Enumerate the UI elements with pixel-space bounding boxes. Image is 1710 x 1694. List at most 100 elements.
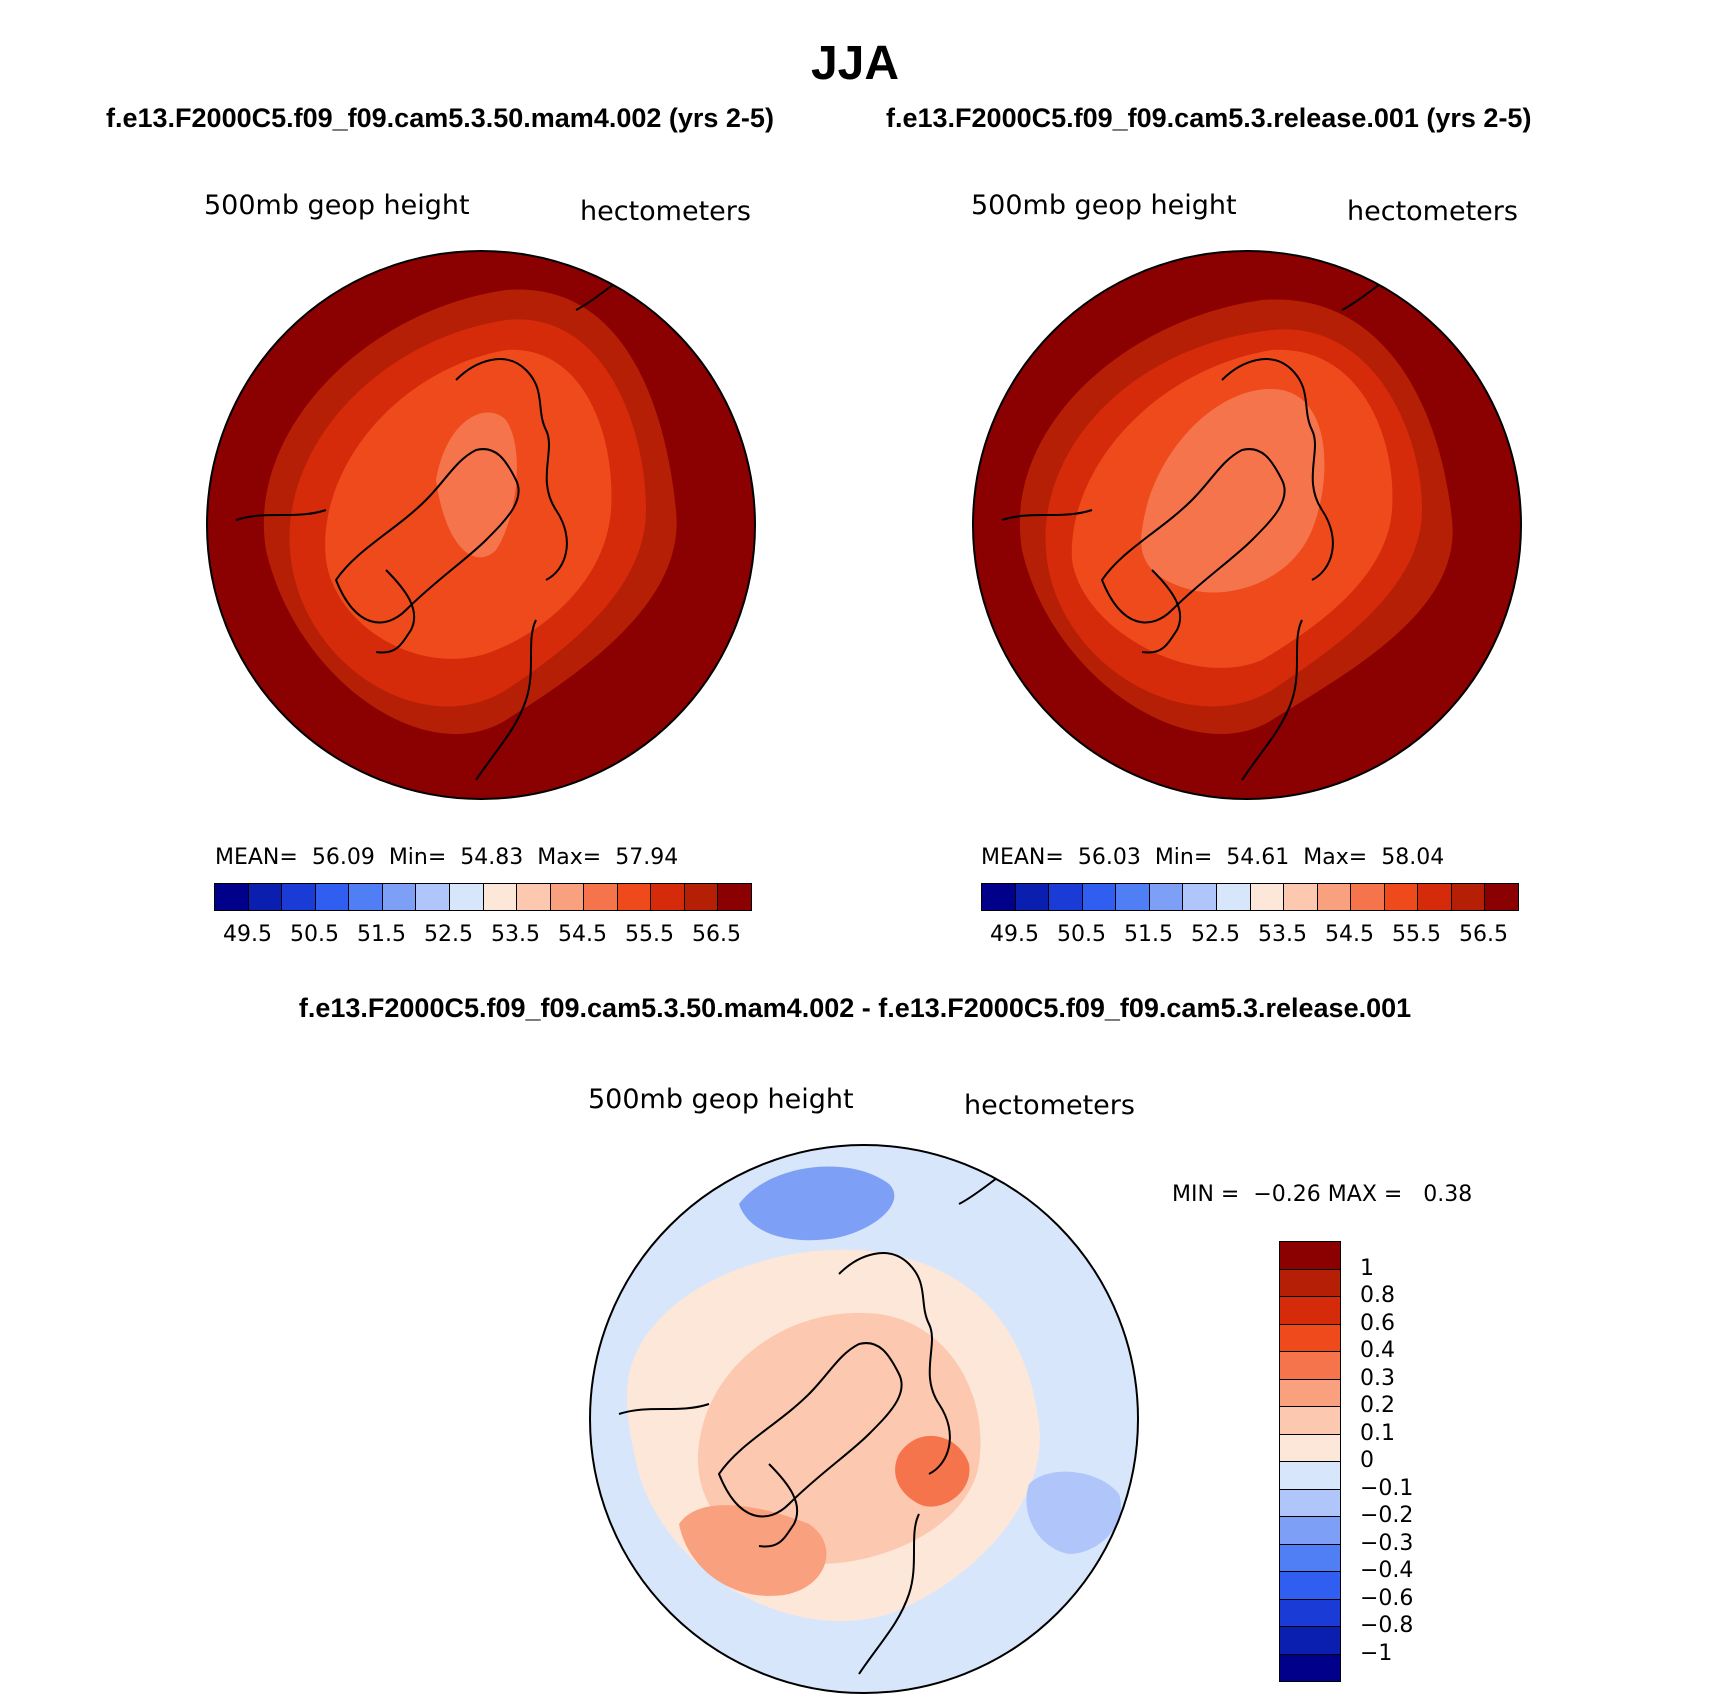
colorbar-swatch bbox=[1280, 1599, 1340, 1627]
panel-2-max-label: Max= bbox=[1303, 845, 1368, 870]
colorbar-swatch bbox=[1418, 884, 1452, 910]
colorbar-tick-label: −0.3 bbox=[1360, 1530, 1414, 1556]
colorbar-swatch bbox=[1280, 1462, 1340, 1490]
colorbar-tick-label: 0.1 bbox=[1360, 1420, 1395, 1446]
colorbar-tick-label: 0.2 bbox=[1360, 1393, 1395, 1418]
difference-max-value: 0.38 bbox=[1423, 1182, 1473, 1207]
colorbar-tick-label: −0.1 bbox=[1360, 1475, 1414, 1501]
difference-max-label: MAX = bbox=[1327, 1182, 1403, 1207]
contour-band-negative-north bbox=[739, 1166, 895, 1241]
coastlines bbox=[618, 1163, 1020, 1675]
colorbar-tick-label: 51.5 bbox=[357, 922, 406, 947]
colorbar-swatch bbox=[483, 884, 518, 910]
season-title: JJA bbox=[810, 37, 900, 90]
colorbar-tick-label: 49.5 bbox=[990, 922, 1039, 947]
panel-2-min-value: 54.61 bbox=[1226, 845, 1290, 870]
colorbar-tick-label: 55.5 bbox=[1392, 922, 1441, 947]
colorbar-swatch bbox=[982, 884, 1016, 910]
colorbar-swatch bbox=[1280, 1269, 1340, 1297]
difference-colorbar bbox=[1279, 1241, 1341, 1682]
colorbar-swatch bbox=[1183, 884, 1217, 910]
colorbar-tick-label: 1 bbox=[1360, 1255, 1374, 1281]
colorbar-swatch bbox=[416, 884, 450, 910]
colorbar-tick-label: 0.4 bbox=[1360, 1338, 1395, 1363]
colorbar-swatch bbox=[1280, 1572, 1340, 1600]
colorbar-tick-label: −1 bbox=[1360, 1640, 1393, 1666]
colorbar-swatch bbox=[1280, 1434, 1340, 1462]
colorbar-tick-label: 50.5 bbox=[290, 922, 339, 947]
panel-1-mean-label: MEAN= bbox=[215, 845, 298, 870]
colorbar-tick-label: 56.5 bbox=[692, 922, 741, 947]
colorbar-swatch bbox=[1015, 884, 1050, 910]
contour-band-core bbox=[436, 412, 517, 558]
colorbar-tick-label: 0 bbox=[1360, 1448, 1374, 1473]
panel-2-mean-value: 56.03 bbox=[1077, 845, 1141, 870]
colorbar-swatch bbox=[1280, 1517, 1340, 1545]
colorbar-tick-label: 56.5 bbox=[1459, 922, 1508, 947]
colorbar-swatch bbox=[282, 884, 316, 910]
colorbar-tick-label: 50.5 bbox=[1057, 922, 1106, 947]
colorbar-tick-label: −0.4 bbox=[1360, 1558, 1414, 1583]
panel-1-max-label: Max= bbox=[537, 845, 602, 870]
colorbar-swatch bbox=[617, 884, 652, 910]
colorbar-swatch bbox=[1280, 1407, 1340, 1435]
panel-2-units-label: hectometers bbox=[1347, 196, 1518, 227]
panel-2-run-title: f.e13.F2000C5.f09_f09.cam5.3.release.001… bbox=[886, 103, 1532, 133]
colorbar-swatch bbox=[1280, 1324, 1340, 1352]
colorbar-tick-label: 0.6 bbox=[1360, 1310, 1395, 1336]
colorbar-swatch bbox=[1280, 1489, 1340, 1517]
contour-band-positive-large bbox=[679, 1505, 827, 1596]
panel-2-colorbar bbox=[981, 883, 1519, 911]
colorbar-swatch bbox=[1216, 884, 1251, 910]
coastlines bbox=[1001, 269, 1403, 781]
colorbar-swatch bbox=[1280, 1544, 1340, 1572]
panel-1-max-value: 57.94 bbox=[615, 845, 679, 870]
colorbar-swatch bbox=[449, 884, 484, 910]
panel-2-variable-label: 500mb geop height bbox=[971, 190, 1237, 221]
colorbar-swatch bbox=[550, 884, 585, 910]
colorbar-swatch bbox=[1280, 1654, 1340, 1681]
colorbar-swatch bbox=[1351, 884, 1385, 910]
panel-1-colorbar bbox=[214, 883, 752, 911]
panel-1-units-label: hectometers bbox=[580, 196, 751, 227]
panel-2-mean-label: MEAN= bbox=[981, 845, 1064, 870]
colorbar-tick-label: 49.5 bbox=[223, 922, 272, 947]
colorbar-swatch bbox=[651, 884, 685, 910]
colorbar-swatch bbox=[248, 884, 283, 910]
difference-units-label: hectometers bbox=[964, 1090, 1135, 1121]
colorbar-tick-label: −0.8 bbox=[1360, 1613, 1414, 1638]
colorbar-tick-label: 54.5 bbox=[558, 922, 607, 947]
panel-2-stats: MEAN= 56.03 Min= 54.61 Max= 58.04 bbox=[981, 845, 1444, 870]
colorbar-swatch bbox=[1280, 1627, 1340, 1655]
colorbar-tick-label: 0.3 bbox=[1360, 1365, 1395, 1391]
colorbar-swatch bbox=[1250, 884, 1285, 910]
colorbar-swatch bbox=[1280, 1297, 1340, 1325]
colorbar-swatch bbox=[1082, 884, 1117, 910]
panel-2-max-value: 58.04 bbox=[1381, 845, 1445, 870]
colorbar-swatch bbox=[1284, 884, 1318, 910]
difference-variable-label: 500mb geop height bbox=[588, 1084, 854, 1115]
panel-2-min-label: Min= bbox=[1154, 845, 1213, 870]
colorbar-swatch bbox=[382, 884, 417, 910]
colorbar-tick-label: −0.2 bbox=[1360, 1503, 1414, 1528]
colorbar-tick-label: 52.5 bbox=[424, 922, 473, 947]
colorbar-swatch bbox=[1116, 884, 1150, 910]
contour-band-positive-medium bbox=[697, 1312, 981, 1564]
colorbar-tick-label: 54.5 bbox=[1325, 922, 1374, 947]
colorbar-swatch bbox=[584, 884, 618, 910]
colorbar-swatch bbox=[1280, 1352, 1340, 1380]
panel-1-variable-label: 500mb geop height bbox=[204, 190, 470, 221]
contour-band-negative-east bbox=[1026, 1471, 1121, 1554]
difference-title: f.e13.F2000C5.f09_f09.cam5.3.50.mam4.002… bbox=[298, 993, 1412, 1023]
coastlines bbox=[235, 269, 637, 781]
contour-band-core bbox=[1141, 389, 1325, 593]
colorbar-swatch bbox=[684, 884, 719, 910]
colorbar-swatch bbox=[1280, 1379, 1340, 1407]
colorbar-swatch bbox=[517, 884, 551, 910]
panel-1-mean-value: 56.09 bbox=[311, 845, 375, 870]
colorbar-tick-label: 52.5 bbox=[1191, 922, 1240, 947]
panel-1-stats: MEAN= 56.09 Min= 54.83 Max= 57.94 bbox=[215, 845, 678, 870]
panel-1-run-title: f.e13.F2000C5.f09_f09.cam5.3.50.mam4.002… bbox=[106, 103, 774, 133]
colorbar-swatch bbox=[1485, 884, 1518, 910]
colorbar-swatch bbox=[315, 884, 350, 910]
